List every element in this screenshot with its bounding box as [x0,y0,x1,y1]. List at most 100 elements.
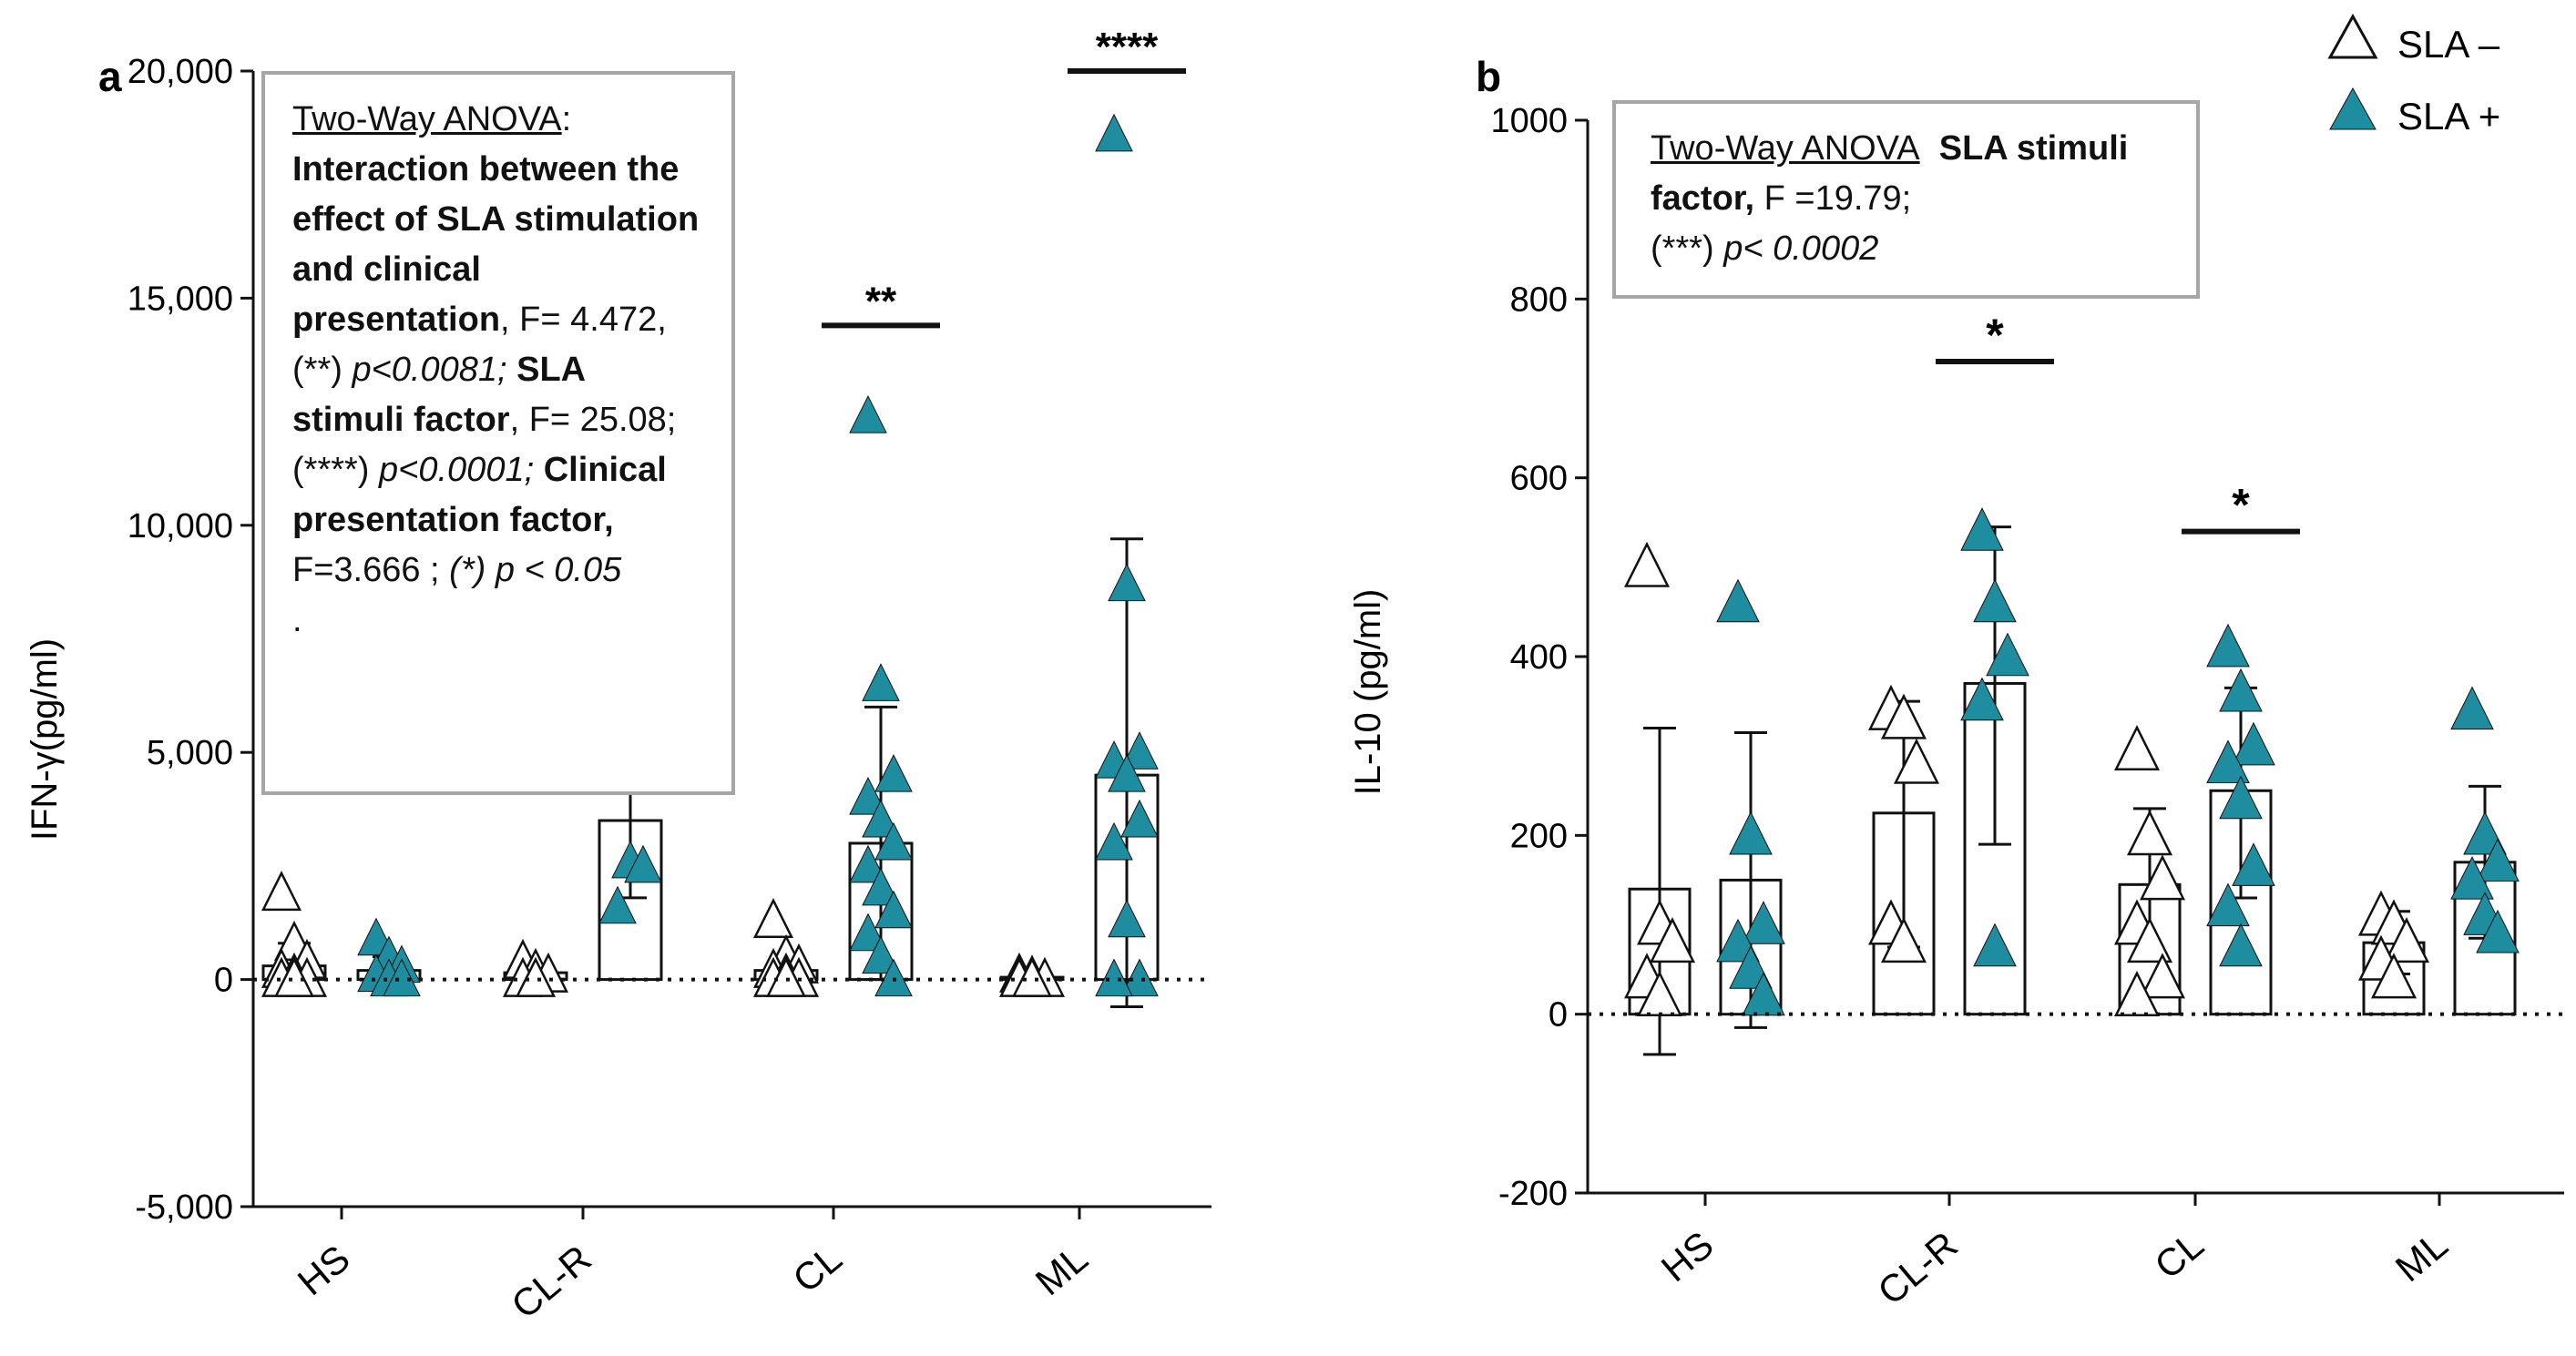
data-point-sla-plus [874,754,913,792]
data-point-sla-plus [2476,909,2520,953]
significance-label: * [1986,310,2004,361]
data-point-sla-minus [1880,693,1927,739]
data-point-sla-plus [1960,677,2004,721]
data-point-sla-plus [862,663,900,701]
x-tick-label: CL [2146,1223,2211,1288]
data-point-sla-minus [1649,917,1696,963]
legend-open-triangle-icon [2327,13,2378,59]
legend-filled-triangle-icon [2329,87,2377,130]
data-point-sla-minus [1623,541,1671,587]
legend-label-sla-plus: SLA + [2397,95,2500,138]
data-point-sla-plus [2232,842,2275,886]
data-point-sla-plus [1986,632,2029,677]
data-point-sla-plus [1120,731,1159,770]
data-point-sla-plus [1742,901,1785,944]
anova-heading-colon-a: : [561,100,572,138]
data-point-sla-plus [1095,113,1133,152]
data-point-sla-plus [874,890,913,929]
sla-factor-stat-b: F =19.79; [1754,179,1912,218]
x-tick-label: CL [784,1237,849,1301]
data-point-sla-plus [1108,754,1146,792]
panel-b-y-axis-title: IL-10 (pg/ml) [1348,589,1388,796]
panel-a-label: a [98,53,122,100]
clinical-factor-label: Clinical presentation factor, [292,451,667,539]
data-point-sla-plus [2232,721,2275,766]
data-point-sla-minus [2383,917,2430,963]
y-tick-label: 15,000 [128,280,233,318]
panel-b-label: b [1476,53,1501,100]
y-tick-label: 600 [1510,460,1568,498]
data-point-sla-plus [862,867,900,906]
anova-trailing-dot: . [292,601,302,639]
data-point-sla-plus [1095,958,1133,997]
data-point-sla-minus [1880,917,1927,963]
legend: SLA – SLA + [2327,13,2500,138]
x-tick-label: ML [2387,1223,2456,1290]
data-point-sla-minus [2126,810,2173,856]
data-point-sla-minus [2139,854,2186,901]
anova-annotation-panel-b: Two-Way ANOVA SLA stimuli factor, F =19.… [1612,100,2200,299]
data-point-sla-plus [2450,855,2494,900]
data-point-sla-plus [2206,623,2250,668]
data-point-sla-plus [849,844,887,883]
interaction-p-value: p<0.0081; [352,351,507,389]
interaction-stat: , F= 4.472, (**) [292,301,667,389]
data-point-sla-minus [1893,738,1940,784]
y-tick-label: 200 [1510,817,1568,855]
data-point-sla-minus [261,871,302,912]
data-point-sla-plus [2219,668,2263,712]
significance-label: ** [865,279,897,323]
data-point-sla-plus [1973,923,2017,967]
y-tick-label: 0 [1549,996,1568,1035]
interaction-label: Interaction between the effect of SLA st… [292,150,700,339]
y-tick-label: 800 [1510,280,1568,319]
data-point-sla-minus [2113,724,2161,771]
y-tick-label: -200 [1498,1175,1568,1213]
y-tick-label: 1000 [1490,102,1568,140]
data-point-sla-plus [624,844,662,883]
y-tick-label: 400 [1510,638,1568,677]
significance-label: **** [1096,25,1159,69]
data-point-sla-plus [862,935,900,974]
data-point-sla-plus [1108,563,1146,602]
y-tick-label: -5,000 [135,1188,233,1227]
data-point-sla-minus [752,897,794,939]
data-point-sla-minus [2139,953,2186,999]
x-tick-label: CL-R [503,1237,598,1327]
y-tick-label: 5,000 [147,734,233,772]
x-tick-label: HS [1653,1223,1722,1290]
anova-heading-b: Two-Way ANOVA [1651,129,1920,168]
significance-label: * [2232,480,2250,531]
data-point-sla-plus [1120,799,1159,838]
data-point-sla-minus [2126,917,2173,963]
y-tick-label: 0 [214,962,233,1000]
data-point-sla-plus [849,912,887,952]
x-tick-label: ML [1027,1237,1096,1304]
data-point-sla-plus [1960,507,2004,551]
data-point-sla-plus [2219,923,2263,967]
sla-factor-stat-a: , F= 25.08; (****) [292,401,677,489]
sla-factor-label-a: SLA stimuli factor [292,351,585,439]
sla-factor-label-b: SLA stimuli factor, [1651,129,2129,218]
data-point-sla-plus [2206,882,2250,927]
data-point-sla-plus [862,799,900,838]
data-point-sla-plus [849,776,887,815]
data-point-sla-plus [1729,811,1773,855]
legend-label-sla-minus: SLA – [2397,23,2500,66]
anova-heading-a: Two-Way ANOVA [292,100,562,138]
clinical-factor-stat: F=3.666 ; [292,551,450,589]
sla-factor-p-value-a: p<0.0001; [379,451,535,489]
data-point-sla-plus [2450,686,2494,730]
anova-annotation-panel-a: Two-Way ANOVA: Interaction between the e… [261,71,735,795]
data-point-sla-plus [2206,739,2250,783]
data-point-sla-plus [1716,578,1760,623]
data-point-sla-minus [2370,953,2418,999]
data-point-sla-plus [1742,972,1785,1016]
y-tick-label: 20,000 [128,53,233,91]
data-point-sla-plus [1973,578,2017,623]
data-point-sla-plus [874,821,913,861]
sla-factor-p-value-b: p< 0.0002 [1723,229,1879,268]
x-tick-label: CL-R [1869,1223,1965,1313]
data-point-sla-plus [1095,821,1133,861]
data-point-sla-plus [2219,775,2263,820]
